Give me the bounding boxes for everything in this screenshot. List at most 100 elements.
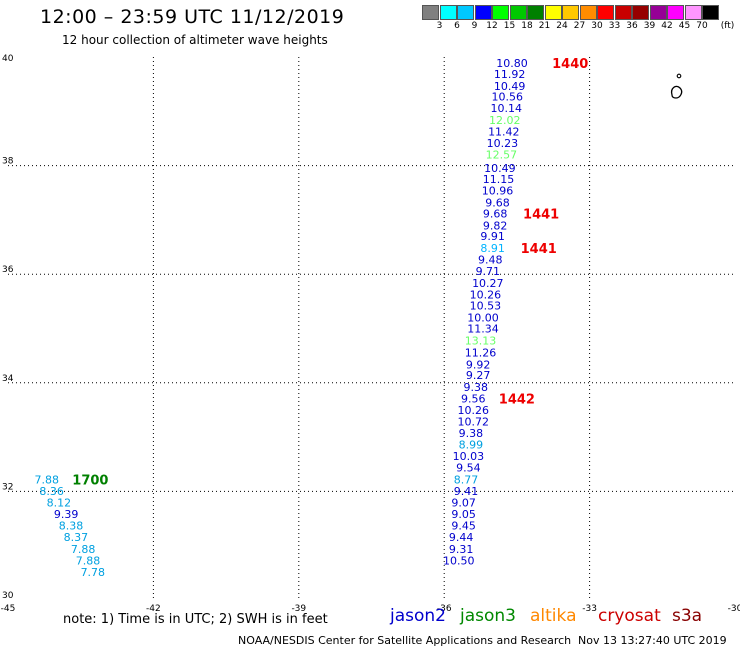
swh-label: 9.48 — [478, 254, 503, 267]
satellite-name-s3a: s3a — [672, 606, 703, 626]
swh-label: 10.80 — [496, 57, 528, 70]
swh-label: 13.13 — [465, 334, 497, 347]
legend-swatch — [562, 5, 579, 20]
swh-label: 10.03 — [453, 450, 485, 463]
y-tick-label: 30 — [2, 591, 14, 601]
swh-label: 10.26 — [458, 404, 490, 417]
legend-label: 33 — [608, 21, 621, 31]
legend-swatch — [614, 5, 632, 20]
swh-label: 9.54 — [456, 462, 481, 475]
wave-height-labels: 10.8011.9210.4910.5610.1412.0211.4210.23… — [35, 57, 528, 579]
legend-swatch — [439, 5, 457, 20]
swh-label: 8.38 — [59, 520, 84, 533]
swh-label: 8.91 — [480, 242, 505, 255]
legend-swatch — [649, 5, 667, 20]
swh-label: 10.50 — [443, 554, 475, 567]
legend-label: 39 — [643, 21, 656, 31]
legend-label: 70 — [696, 21, 708, 31]
legend-swatch — [684, 5, 702, 20]
swh-label: 11.26 — [465, 346, 497, 359]
swh-label: 10.72 — [458, 415, 490, 428]
time-labels: 1440 1441 1441 1442 1700 — [72, 57, 588, 488]
swh-label: 10.96 — [482, 185, 514, 198]
x-tick-label: -42 — [146, 604, 161, 614]
swh-label: 9.27 — [466, 369, 491, 382]
swh-label: 9.92 — [466, 358, 491, 371]
swh-label: 7.88 — [35, 473, 60, 486]
swh-label: 12.02 — [489, 114, 521, 127]
swh-label: 11.42 — [488, 125, 520, 138]
swh-label: 9.45 — [451, 520, 476, 533]
legend-label: 9 — [471, 21, 478, 31]
legend-label: 21 — [538, 21, 551, 31]
legend-swatch — [492, 5, 509, 20]
satellite-name-jason3: jason3 — [460, 606, 516, 626]
y-tick-label: 40 — [2, 54, 14, 64]
legend-label: 30 — [591, 21, 603, 31]
time-label: 1441 — [521, 242, 557, 257]
swh-label: 10.14 — [490, 102, 522, 115]
satellite-name-jason2: jason2 — [390, 606, 446, 626]
satellite-name-cryosat: cryosat — [598, 606, 661, 626]
legend-swatch — [422, 5, 439, 20]
y-tick-label: 32 — [2, 482, 13, 492]
page-title: 12:00 – 23:59 UTC 11/12/2019 — [40, 6, 345, 28]
legend-label: 24 — [556, 21, 568, 31]
y-tick-label: 38 — [2, 157, 14, 167]
legend-label: 12 — [486, 21, 498, 31]
swh-label: 11.34 — [467, 323, 499, 336]
swh-label: 11.15 — [483, 173, 515, 186]
swh-label: 7.88 — [71, 543, 96, 556]
swh-label: 10.00 — [467, 312, 499, 325]
time-label: 1440 — [552, 57, 588, 72]
legend-label: (ft) — [720, 21, 735, 31]
timestamp-text: Nov 13 13:27:40 UTC 2019 — [578, 634, 727, 647]
swh-label: 9.56 — [461, 393, 486, 406]
legend-swatch — [667, 5, 684, 20]
time-label: 1442 — [499, 393, 535, 408]
island-outline — [670, 73, 683, 99]
swh-label: 9.68 — [485, 197, 510, 210]
swh-label: 9.71 — [476, 265, 501, 278]
legend-label: 18 — [521, 21, 533, 31]
swh-label: 9.68 — [483, 207, 508, 220]
y-tick-label: 34 — [2, 374, 14, 384]
satellite-name-altika: altika — [530, 606, 577, 626]
x-tick-label: -30 — [728, 604, 740, 614]
grid — [8, 57, 735, 600]
swh-label: 10.53 — [470, 300, 502, 313]
footer-note: note: 1) Time is in UTC; 2) SWH is in fe… — [63, 612, 328, 627]
page-subtitle: 12 hour collection of altimeter wave hei… — [62, 33, 328, 47]
legend-label: 6 — [454, 21, 460, 31]
swh-label: 10.27 — [472, 277, 504, 290]
swh-label: 9.07 — [451, 496, 476, 509]
swh-label: 9.39 — [54, 508, 79, 521]
swh-label: 8.12 — [47, 496, 72, 509]
swh-label: 8.37 — [64, 531, 89, 544]
swh-label: 10.23 — [487, 137, 519, 150]
swh-label: 11.92 — [494, 68, 526, 81]
swh-label: 9.38 — [463, 381, 488, 394]
legend-label: 45 — [678, 21, 691, 31]
swh-label: 10.26 — [470, 288, 502, 301]
swh-label: 9.38 — [459, 427, 484, 440]
y-tick-label: 36 — [2, 265, 14, 275]
legend-swatch — [597, 5, 614, 20]
x-tick-label: -33 — [582, 604, 597, 614]
legend-label: 3 — [436, 21, 443, 31]
swh-label: 10.49 — [484, 162, 516, 175]
x-tick-label: -36 — [437, 604, 452, 614]
credit-text: NOAA/NESDIS Center for Satellite Applica… — [238, 634, 572, 647]
swh-label: 9.41 — [454, 485, 479, 498]
swh-label: 9.91 — [480, 230, 505, 243]
time-label: 1700 — [72, 473, 108, 488]
legend-swatch — [474, 5, 492, 20]
swh-label: 8.36 — [39, 485, 64, 498]
swh-label: 7.78 — [81, 566, 106, 579]
swh-label: 9.82 — [483, 219, 508, 232]
swh-label: 10.49 — [494, 80, 526, 93]
legend-swatch — [527, 5, 544, 20]
swh-label: 10.56 — [491, 91, 523, 104]
legend-swatch — [509, 5, 527, 20]
